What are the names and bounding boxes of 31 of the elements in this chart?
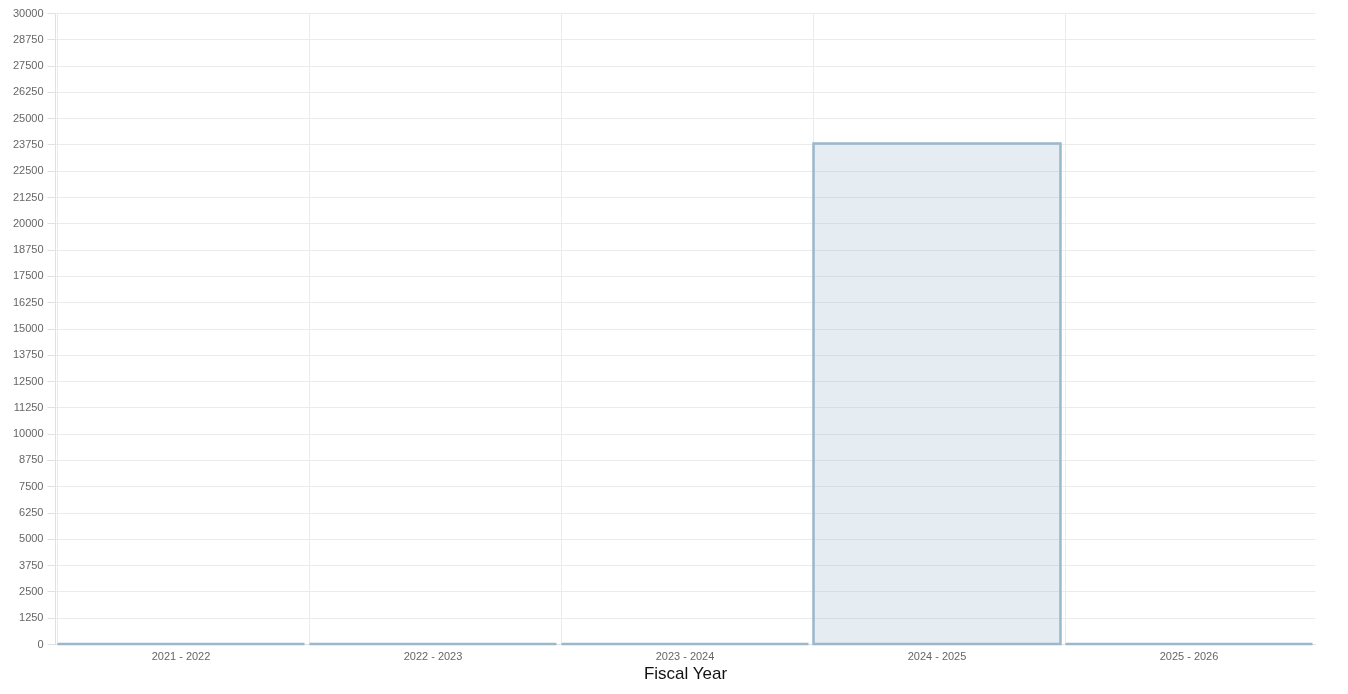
y-tick-label: 30000 (12, 6, 44, 19)
y-tick-label: 3750 (19, 558, 44, 571)
y-tick-label: 8750 (19, 453, 44, 466)
y-tick-label: 11250 (13, 400, 44, 413)
y-tick-label: 23750 (12, 137, 44, 150)
x-tick-label: 2022 - 2023 (403, 649, 463, 662)
y-tick-label: 13750 (12, 348, 44, 361)
y-tick-label: 26250 (12, 85, 44, 98)
y-tick-label: 6250 (19, 506, 44, 519)
y-tick-label: 15000 (12, 322, 44, 334)
x-tick-label: 2025 - 2026 (1159, 649, 1219, 662)
y-tick-label: 21250 (12, 190, 44, 203)
y-tick-label: 27500 (12, 59, 44, 72)
y-tick-label: 25000 (12, 111, 44, 124)
y-tick-label: 16250 (12, 295, 44, 308)
x-tick-label: 2021 - 2022 (151, 649, 211, 662)
y-tick-label: 2500 (19, 584, 44, 597)
y-tick-label: 17500 (12, 269, 44, 282)
y-tick-label: 7500 (19, 479, 44, 492)
y-tick-label: 20000 (12, 216, 44, 229)
x-axis-title: Fiscal Year (643, 663, 728, 683)
y-tick-label: 28750 (12, 32, 44, 45)
x-tick-label: 2023 - 2024 (655, 649, 715, 662)
y-tick-label: 12500 (12, 374, 44, 387)
y-tick-label: 1250 (19, 611, 44, 624)
y-tick-label: 10000 (12, 427, 44, 440)
y-tick-label: 18750 (12, 243, 44, 256)
y-tick-label: 22500 (12, 164, 44, 177)
y-tick-label: 0 (37, 637, 44, 650)
x-tick-label: 2024 - 2025 (907, 649, 967, 662)
y-tick-label: 5000 (19, 532, 44, 545)
